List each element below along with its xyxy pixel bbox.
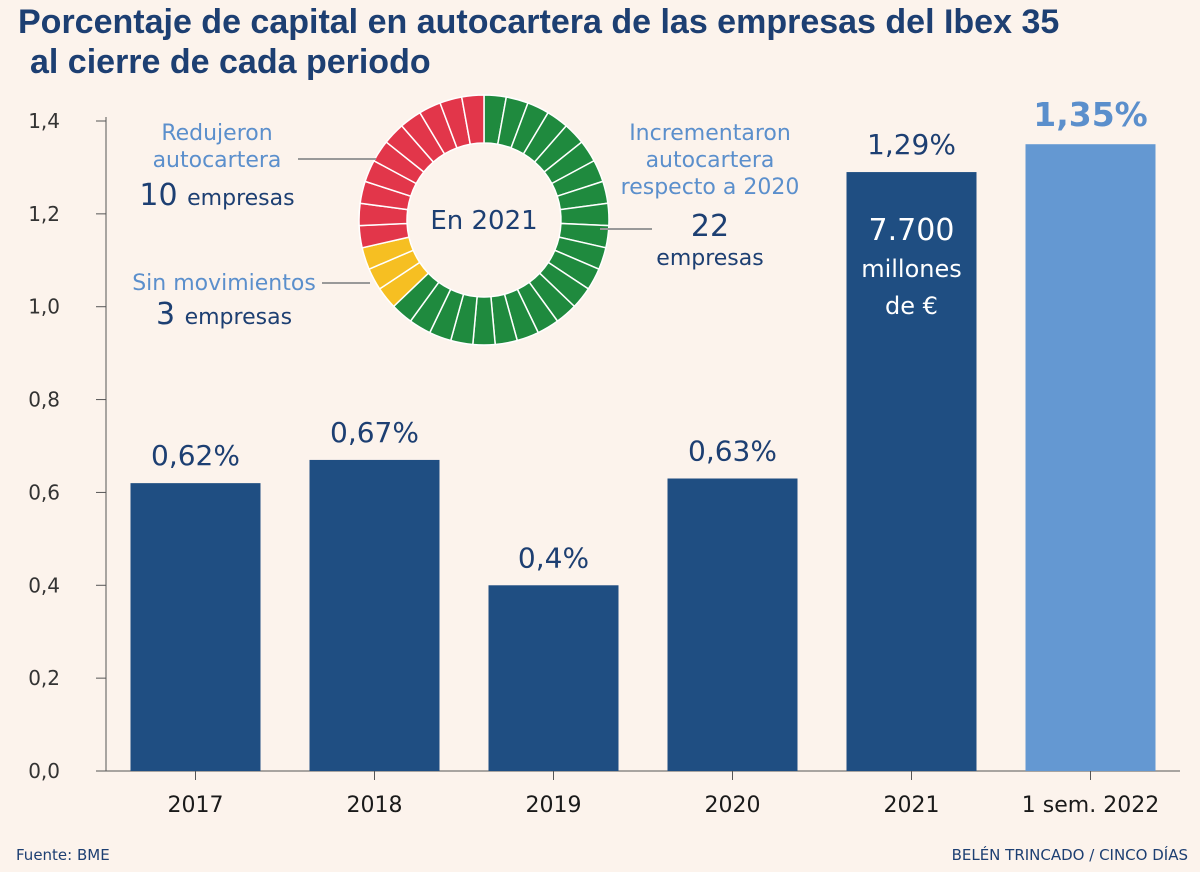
- y-tick-label: 1,4: [28, 109, 60, 133]
- title-line-1: Porcentaje de capital en autocartera de …: [18, 3, 1060, 41]
- x-tick-label: 2020: [705, 793, 761, 818]
- y-tick-label: 0,0: [28, 759, 60, 783]
- donut-count-increased-word: empresas: [656, 246, 763, 271]
- bar-3: [488, 585, 619, 771]
- donut-label-reduced: Redujeron: [161, 121, 272, 146]
- x-tick-label: 2018: [347, 793, 403, 818]
- bar-value-label: 0,62%: [151, 439, 240, 472]
- title-line-2: al cierre de cada periodo: [30, 43, 431, 81]
- bar-annotation-line: 7.700: [869, 213, 955, 248]
- x-tick-label: 2017: [168, 793, 224, 818]
- axis-layer: 0,0 0,2 0,4 0,6 0,8 1,0 1,2 1,4 2017 2018 2019 2020…: [28, 109, 1180, 818]
- bar-value-label: 0,63%: [688, 435, 777, 468]
- x-tick-label: 2019: [526, 793, 582, 818]
- bar-1: [130, 483, 261, 771]
- donut-label-none: Sin movimientos: [132, 271, 316, 296]
- donut-count-increased: 22: [691, 209, 729, 244]
- y-tick-label: 0,6: [28, 480, 60, 504]
- y-tick-label: 0,8: [28, 388, 60, 412]
- donut-label-increased: respecto a 2020: [621, 175, 800, 200]
- y-tick-label: 0,4: [28, 573, 60, 597]
- x-tick-label: 2021: [884, 793, 940, 818]
- bars-layer: 0,62% 0,67% 0,4% 0,63% 1,29% 7.700 millones de …: [130, 95, 1156, 772]
- donut-chart: En 2021Incrementaronautocarterarespecto …: [132, 94, 800, 346]
- bar-5: [846, 172, 977, 772]
- chart-title: Porcentaje de capital en autocartera de …: [18, 2, 1059, 82]
- credit-note: BELÉN TRINCADO / CINCO DÍAS: [951, 846, 1188, 864]
- donut-label-increased: Incrementaron: [629, 121, 791, 146]
- bar-value-label: 0,4%: [518, 541, 589, 574]
- bar-4: [667, 478, 798, 771]
- donut-label-increased: autocartera: [646, 148, 775, 173]
- y-tick-label: 1,0: [28, 295, 60, 319]
- x-tick-label: 1 sem. 2022: [1022, 793, 1159, 818]
- donut-center-label: En 2021: [430, 206, 537, 236]
- source-note: Fuente: BME: [16, 846, 110, 864]
- donut-segment-reduced: [460, 94, 485, 146]
- bar-2: [309, 459, 440, 771]
- bar-annotation-line: millones: [861, 255, 962, 283]
- bar-6: [1025, 144, 1156, 771]
- y-tick-label: 1,2: [28, 202, 60, 226]
- y-tick-label: 0,2: [28, 666, 60, 690]
- donut-count-none: 3 empresas: [156, 297, 292, 332]
- donut-label-reduced: autocartera: [153, 148, 282, 173]
- donut-count-reduced: 10 empresas: [139, 178, 294, 213]
- bar-value-label: 0,67%: [330, 416, 419, 449]
- bar-annotation-line: de €: [885, 292, 938, 320]
- bar-value-label: 1,35%: [1033, 95, 1148, 134]
- bar-value-label: 1,29%: [867, 128, 956, 161]
